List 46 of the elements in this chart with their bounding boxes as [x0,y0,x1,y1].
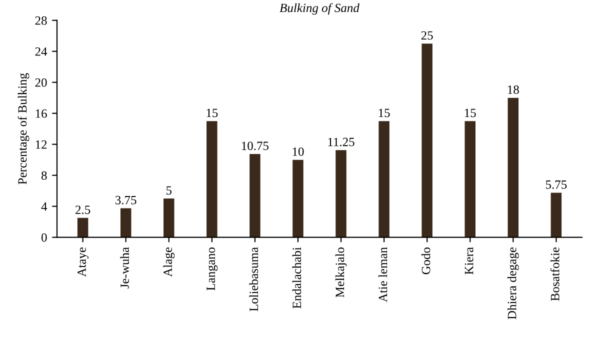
y-tick-label: 16 [36,109,47,118]
y-tick-label: 24 [35,47,48,56]
data-label: 10 [292,147,304,156]
x-tick-label: Bosatfokie [550,247,560,301]
data-label: 18 [508,85,519,94]
x-tick-label: Endalachabi [292,247,302,308]
bar [464,121,476,238]
chart-title: Bulking of Sand [280,3,360,15]
y-tick-label: 4 [41,202,48,211]
bar [378,121,390,238]
x-tick-label: Atie leman [378,247,388,302]
bar [550,192,562,238]
y-tick-label: 28 [35,16,47,25]
bar [206,121,218,238]
x-tick-label: Loliebasuma [249,247,258,312]
data-label: 2.5 [76,206,90,214]
x-tick-label: Kiera [464,247,474,274]
data-label: 15 [206,108,218,118]
x-tick-label: Je-wuha [120,247,129,288]
bar [422,44,432,238]
y-tick-label: 8 [42,171,47,180]
y-axis-title: Percentage of Bulking [18,73,30,184]
data-label: 10.75 [242,142,269,150]
bar [508,98,519,238]
x-tick-label: Ataye [78,247,88,277]
y-tick-label: 12 [36,140,47,149]
y-tick-label: 20 [35,78,47,87]
bar [77,218,88,238]
x-tick-label: Melkajalo [335,248,347,298]
x-tick-label: Langano [206,248,218,290]
bar [164,198,174,238]
x-tick-label: Dhiera degage [507,247,519,320]
data-label: 5 [166,186,172,195]
data-label: 25 [421,31,433,40]
x-tick-label: Alage [163,247,175,277]
data-label: 15 [464,108,476,118]
data-label: 11.25 [328,138,354,146]
bar [250,154,260,238]
y-tick-label: 0 [42,233,47,242]
data-label: 5.75 [546,180,567,189]
data-label: 15 [378,108,390,118]
bar [336,150,346,238]
x-tick-label: Godo [421,248,430,274]
bar [120,208,132,238]
bar [292,160,304,238]
data-label: 3.75 [116,196,136,204]
